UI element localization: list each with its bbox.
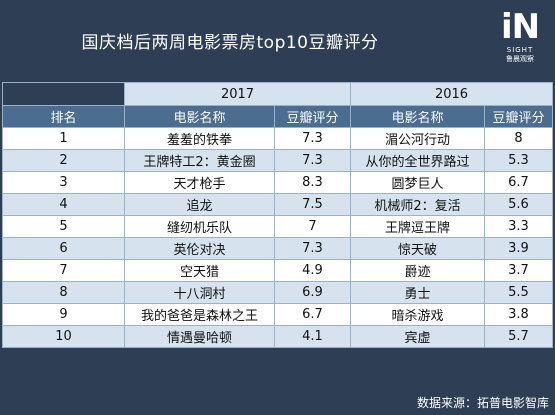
movie-2016-cell: 王牌逗王牌 <box>350 215 485 238</box>
movie-2016-cell: 圆梦巨人 <box>350 171 485 194</box>
rank-cell: 5 <box>2 215 125 238</box>
rank-cell: 10 <box>2 325 125 348</box>
rank-cell: 2 <box>2 149 125 172</box>
score-2016-cell: 3.8 <box>484 303 553 326</box>
movie-2017-cell: 情遇曼哈顿 <box>124 325 275 348</box>
rank-cell: 7 <box>2 259 125 282</box>
header-rank: 排名 <box>2 105 125 128</box>
score-2016-cell: 5.3 <box>484 149 553 172</box>
table-row: 2 王牌特工2：黄金圈 7.3 从你的全世界路过 5.3 <box>2 149 553 172</box>
rank-cell: 6 <box>2 237 125 260</box>
table-row: 1 羞羞的铁拳 7.3 湄公河行动 8 <box>2 127 553 150</box>
logo-mark: iN <box>500 7 540 47</box>
table-row: 4 追龙 7.5 机械师2：复活 5.6 <box>2 193 553 216</box>
table-row: 5 缝纫机乐队 7 王牌逗王牌 3.3 <box>2 215 553 238</box>
movie-2016-cell: 勇士 <box>350 281 485 304</box>
score-2017-cell: 8.3 <box>274 171 351 194</box>
movie-2017-cell: 缝纫机乐队 <box>124 215 275 238</box>
score-2017-cell: 4.1 <box>274 325 351 348</box>
movie-2017-cell: 王牌特工2：黄金圈 <box>124 149 275 172</box>
movie-2017-cell: 英伦对决 <box>124 237 275 260</box>
table-row: 10 情遇曼哈顿 4.1 宾虚 5.7 <box>2 325 553 348</box>
rank-cell: 1 <box>2 127 125 150</box>
movie-2016-cell: 爵迹 <box>350 259 485 282</box>
movie-2017-cell: 天才枪手 <box>124 171 275 194</box>
table-row: 9 我的爸爸是森林之王 6.7 暗杀游戏 3.8 <box>2 303 553 326</box>
rank-cell: 8 <box>2 281 125 304</box>
score-2017-cell: 6.9 <box>274 281 351 304</box>
year-2017: 2017 <box>124 82 351 106</box>
movie-2016-cell: 暗杀游戏 <box>350 303 485 326</box>
score-2016-cell: 5.5 <box>484 281 553 304</box>
movie-2016-cell: 宾虚 <box>350 325 485 348</box>
movie-2017-cell: 空天猎 <box>124 259 275 282</box>
table-row: 3 天才枪手 8.3 圆梦巨人 6.7 <box>2 171 553 194</box>
movie-2017-cell: 追龙 <box>124 193 275 216</box>
score-2016-cell: 8 <box>484 127 553 150</box>
header-score-2017: 豆瓣评分 <box>274 105 351 128</box>
score-2017-cell: 4.9 <box>274 259 351 282</box>
blank-corner <box>2 82 125 106</box>
header-movie-2017: 电影名称 <box>124 105 275 128</box>
score-2016-cell: 5.6 <box>484 193 553 216</box>
rank-cell: 3 <box>2 171 125 194</box>
movie-2017-cell: 羞羞的铁拳 <box>124 127 275 150</box>
rank-cell: 9 <box>2 303 125 326</box>
movie-2017-cell: 我的爸爸是森林之王 <box>124 303 275 326</box>
insight-logo: iN SIGHT 鲁晨观察 <box>498 8 542 72</box>
ratings-table: 2017 2016 排名 电影名称 豆瓣评分 电影名称 豆瓣评分 1 羞羞的铁拳 7… <box>2 82 553 348</box>
movie-2016-cell: 从你的全世界路过 <box>350 149 485 172</box>
year-2016: 2016 <box>350 82 553 106</box>
table-row: 7 空天猎 4.9 爵迹 3.7 <box>2 259 553 282</box>
table-row: 6 英伦对决 7.3 惊天破 3.9 <box>2 237 553 260</box>
score-2016-cell: 3.3 <box>484 215 553 238</box>
score-2016-cell: 3.7 <box>484 259 553 282</box>
score-2017-cell: 7 <box>274 215 351 238</box>
table-row: 8 十八洞村 6.9 勇士 5.5 <box>2 281 553 304</box>
score-2017-cell: 7.3 <box>274 237 351 260</box>
score-2016-cell: 5.7 <box>484 325 553 348</box>
page-title: 国庆档后两周电影票房top10豆瓣评分 <box>81 33 379 53</box>
score-2017-cell: 7.5 <box>274 193 351 216</box>
header-score-2016: 豆瓣评分 <box>484 105 553 128</box>
logo-cn: 鲁晨观察 <box>506 55 534 63</box>
movie-2017-cell: 十八洞村 <box>124 281 275 304</box>
movie-2016-cell: 机械师2：复活 <box>350 193 485 216</box>
score-2017-cell: 7.3 <box>274 127 351 150</box>
score-2016-cell: 3.9 <box>484 237 553 260</box>
movie-2016-cell: 惊天破 <box>350 237 485 260</box>
header-movie-2016: 电影名称 <box>350 105 485 128</box>
rank-cell: 4 <box>2 193 125 216</box>
data-source: 数据来源：拓普电影智库 <box>416 396 549 410</box>
logo-word: SIGHT <box>506 46 534 54</box>
movie-2016-cell: 湄公河行动 <box>350 127 485 150</box>
score-2017-cell: 7.3 <box>274 149 351 172</box>
score-2016-cell: 6.7 <box>484 171 553 194</box>
score-2017-cell: 6.7 <box>274 303 351 326</box>
